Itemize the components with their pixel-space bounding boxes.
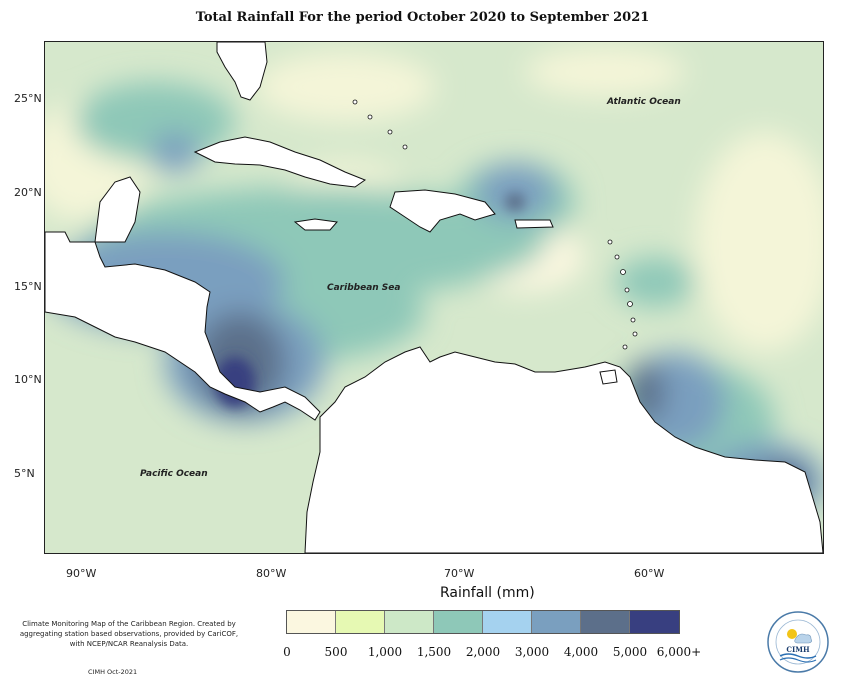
- lat-label-20n: 20°N: [14, 186, 42, 199]
- legend-label: 2,000: [465, 645, 501, 659]
- legend-swatch: [336, 611, 385, 633]
- lat-label-25n: 25°N: [14, 92, 42, 105]
- legend-color-bar: [286, 610, 680, 634]
- legend-swatch: [630, 611, 679, 633]
- legend-swatch: [483, 611, 532, 633]
- lon-label-90w: 90°W: [66, 567, 97, 580]
- label-caribbean-sea: Caribbean Sea: [327, 283, 400, 293]
- label-pacific-ocean: Pacific Ocean: [140, 469, 208, 479]
- cimh-logo: CIMH: [767, 611, 829, 673]
- map-description: Climate Monitoring Map of the Caribbean …: [19, 620, 239, 648]
- hispaniola: [389, 189, 496, 233]
- legend-label: 6,000+: [656, 645, 702, 659]
- florida: [216, 42, 268, 101]
- yucatan: [94, 176, 141, 243]
- legend-label: 4,000: [563, 645, 599, 659]
- lon-label-70w: 70°W: [444, 567, 475, 580]
- trinidad: [599, 369, 618, 385]
- central-america: [45, 231, 321, 421]
- label-atlantic-ocean: Atlantic Ocean: [606, 97, 681, 107]
- legend-label: 1,500: [416, 645, 452, 659]
- legend-label: 500: [324, 645, 348, 659]
- wave-icon: [779, 653, 817, 659]
- legend-label: 1,000: [367, 645, 403, 659]
- legend-swatch: [581, 611, 630, 633]
- legend-label: 0: [283, 645, 291, 659]
- south-america: [304, 346, 823, 553]
- sun-icon: [787, 629, 797, 639]
- land: [45, 42, 823, 553]
- puerto-rico: [514, 219, 554, 229]
- lat-label-5n: 5°N: [14, 467, 35, 480]
- jamaica: [293, 218, 338, 231]
- legend-swatch: [287, 611, 336, 633]
- lon-label-80w: 80°W: [256, 567, 287, 580]
- rainfall-field: [45, 47, 823, 522]
- map-title: Total Rainfall For the period October 20…: [195, 10, 650, 25]
- map-credit: CIMH Oct-2021: [88, 668, 138, 676]
- rainfall-map: Atlantic Ocean Caribbean Sea Pacific Oce…: [44, 41, 824, 554]
- legend-swatch: [434, 611, 483, 633]
- legend-swatch: [385, 611, 434, 633]
- legend-title: Rainfall (mm): [440, 585, 535, 601]
- lon-label-60w: 60°W: [634, 567, 665, 580]
- lat-label-15n: 15°N: [14, 280, 42, 293]
- cuba: [193, 136, 367, 188]
- svg-text:CIMH: CIMH: [786, 645, 810, 654]
- legend-label: 5,000: [612, 645, 648, 659]
- cloud-icon: [794, 633, 812, 644]
- legend-swatch: [532, 611, 581, 633]
- legend-label: 3,000: [514, 645, 550, 659]
- lat-label-10n: 10°N: [14, 373, 42, 386]
